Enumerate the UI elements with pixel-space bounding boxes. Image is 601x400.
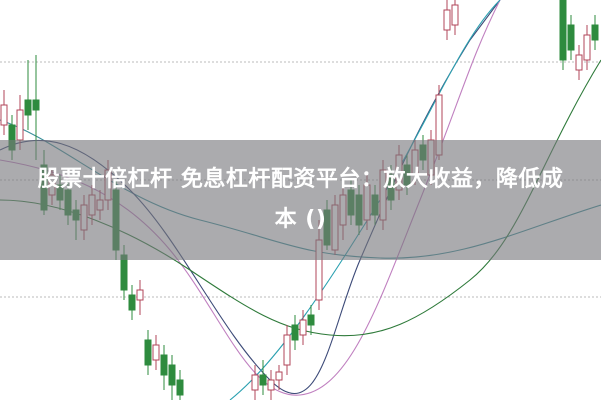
candle-body (275, 371, 283, 381)
candle-body (307, 314, 315, 326)
candle-body (251, 374, 259, 391)
candle-body (567, 24, 575, 51)
candle-body (299, 319, 307, 336)
candle-body (291, 324, 299, 341)
candle-body (583, 34, 591, 61)
candle-body (0, 104, 8, 126)
candle-body (24, 99, 32, 116)
candle-body (144, 339, 152, 366)
candle-body (259, 374, 267, 386)
candle-body (559, 0, 567, 61)
candle-body (32, 99, 40, 111)
candle-body (575, 54, 583, 71)
candle-body (136, 289, 144, 301)
candle-body (451, 4, 459, 26)
candle-body (267, 379, 275, 391)
candle-body (443, 9, 451, 31)
candle-body (128, 294, 136, 311)
candle-body (168, 364, 176, 386)
title-banner: 股票十倍杠杆 免息杠杆配资平台：放大收益，降低成 本 () (0, 140, 601, 260)
candle-body (16, 109, 24, 141)
candle-body (120, 254, 128, 291)
candle-body (591, 24, 599, 41)
candle-body (176, 379, 184, 396)
title-line-2: 本 () (274, 207, 327, 232)
candle-body (160, 354, 168, 376)
title-line-1: 股票十倍杠杆 免息杠杆配资平台：放大收益，降低成 (37, 167, 564, 192)
candle-body (152, 344, 160, 361)
candle-body (283, 334, 291, 366)
